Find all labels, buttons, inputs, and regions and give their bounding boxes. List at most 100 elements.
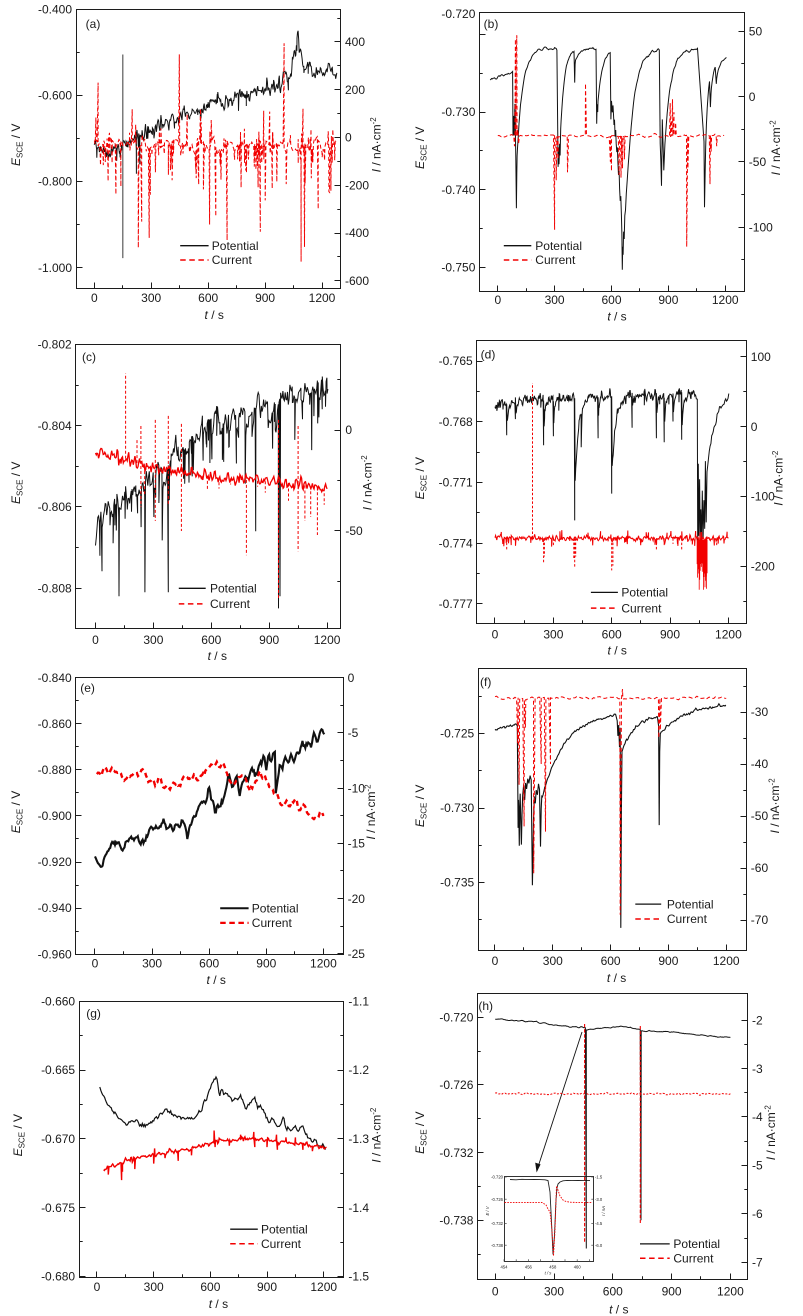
svg-text:I / nA·cm-2: I / nA·cm-2	[369, 1107, 384, 1163]
svg-text:(a): (a)	[86, 17, 101, 31]
svg-text:600: 600	[201, 633, 221, 647]
svg-text:0: 0	[92, 633, 99, 647]
svg-text:t / s: t / s	[207, 973, 226, 987]
svg-text:(b): (b)	[484, 17, 499, 31]
svg-text:-0.840: -0.840	[38, 671, 72, 685]
svg-text:t / s: t / s	[607, 971, 626, 985]
svg-text:-600: -600	[345, 274, 369, 288]
svg-text:t / s: t / s	[208, 649, 227, 663]
svg-text:0: 0	[494, 293, 501, 307]
svg-text:-0.675: -0.675	[41, 1201, 75, 1215]
svg-text:ESCE / V: ESCE / V	[9, 791, 25, 833]
svg-text:I / nA·cm-2: I / nA·cm-2	[771, 450, 786, 506]
svg-text:50: 50	[749, 25, 763, 39]
svg-text:0: 0	[492, 628, 499, 642]
svg-text:I / nA·cm-2: I / nA·cm-2	[369, 117, 384, 173]
svg-text:-0.680: -0.680	[41, 1270, 75, 1284]
svg-text:300: 300	[143, 633, 163, 647]
svg-text:-0.730: -0.730	[441, 105, 475, 119]
svg-text:I / nA·cm-2: I / nA·cm-2	[360, 455, 375, 511]
svg-text:t / s: t / s	[545, 1271, 553, 1276]
svg-text:-1.5: -1.5	[595, 1175, 603, 1180]
svg-text:-200: -200	[751, 560, 775, 574]
svg-text:-1.4: -1.4	[348, 1201, 369, 1215]
svg-text:ESCE / V: ESCE / V	[9, 462, 25, 504]
svg-text:600: 600	[199, 957, 219, 971]
svg-text:-7: -7	[752, 1255, 763, 1269]
svg-text:ESCE / V: ESCE / V	[413, 457, 429, 499]
svg-text:-60: -60	[751, 861, 769, 875]
svg-text:-0.730: -0.730	[440, 801, 474, 815]
svg-text:0: 0	[94, 1280, 101, 1294]
svg-text:0: 0	[91, 291, 98, 305]
svg-text:Potential: Potential	[252, 902, 299, 916]
svg-text:-0.860: -0.860	[38, 717, 72, 731]
svg-text:-40: -40	[751, 757, 769, 771]
svg-text:t / s: t / s	[209, 1297, 228, 1311]
svg-text:458: 458	[549, 1265, 557, 1270]
svg-text:-0.920: -0.920	[38, 855, 72, 869]
svg-text:600: 600	[603, 1284, 623, 1298]
svg-text:0: 0	[492, 954, 499, 968]
svg-text:600: 600	[601, 954, 621, 968]
svg-text:t / s: t / s	[608, 644, 627, 658]
svg-text:-0.768: -0.768	[439, 415, 473, 429]
svg-text:-0.720: -0.720	[491, 1175, 504, 1180]
svg-text:600: 600	[198, 291, 218, 305]
svg-text:-0.800: -0.800	[38, 175, 72, 189]
svg-text:300: 300	[544, 1284, 564, 1298]
svg-text:454: 454	[501, 1265, 509, 1270]
svg-text:Current: Current	[621, 601, 662, 615]
svg-text:-1.1: -1.1	[348, 994, 369, 1008]
svg-text:900: 900	[256, 957, 276, 971]
svg-text:-1.3: -1.3	[348, 1132, 369, 1146]
svg-text:-0.735: -0.735	[440, 876, 474, 890]
svg-text:Current: Current	[673, 1252, 714, 1266]
svg-text:-100: -100	[751, 490, 775, 504]
svg-text:-0.750: -0.750	[441, 261, 475, 275]
svg-text:-0.806: -0.806	[38, 500, 72, 514]
svg-text:-0.900: -0.900	[38, 809, 72, 823]
svg-text:-0.670: -0.670	[41, 1132, 75, 1146]
svg-text:I / nA·cm-2: I / nA·cm-2	[769, 120, 784, 176]
svg-text:t / s: t / s	[609, 1303, 628, 1316]
svg-text:ESCE / V: ESCE / V	[9, 124, 25, 166]
svg-text:-10: -10	[348, 781, 366, 795]
svg-text:-25: -25	[348, 947, 366, 961]
svg-text:1200: 1200	[309, 291, 336, 305]
svg-text:300: 300	[141, 291, 161, 305]
svg-text:600: 600	[200, 1280, 220, 1294]
svg-text:Potential: Potential	[212, 239, 259, 253]
svg-text:300: 300	[545, 293, 565, 307]
svg-text:Potential: Potential	[673, 1237, 720, 1251]
svg-text:-0.732: -0.732	[439, 1146, 473, 1160]
svg-text:100: 100	[751, 350, 771, 364]
svg-text:Potential: Potential	[535, 239, 582, 253]
svg-text:0: 0	[92, 957, 99, 971]
svg-text:-1.000: -1.000	[38, 261, 72, 275]
svg-text:-50: -50	[751, 809, 769, 823]
svg-text:0: 0	[751, 420, 758, 434]
svg-text:ESCE / V: ESCE / V	[11, 1114, 27, 1156]
svg-text:-70: -70	[751, 913, 769, 927]
svg-text:(h): (h)	[478, 999, 493, 1013]
svg-text:-0.665: -0.665	[41, 1063, 75, 1077]
svg-text:-0.771: -0.771	[439, 476, 473, 490]
svg-text:-0.740: -0.740	[441, 183, 475, 197]
svg-text:ESCE / V: ESCE / V	[413, 1111, 429, 1153]
svg-text:-3.0: -3.0	[595, 1197, 603, 1202]
svg-text:-0.725: -0.725	[440, 727, 474, 741]
svg-text:-1.5: -1.5	[348, 1270, 369, 1284]
svg-text:Current: Current	[667, 912, 708, 926]
svg-text:(f): (f)	[480, 675, 491, 689]
svg-text:-100: -100	[749, 220, 773, 234]
svg-text:-200: -200	[345, 179, 369, 193]
svg-text:460: 460	[574, 1265, 582, 1270]
svg-text:t / s: t / s	[205, 308, 224, 322]
svg-text:Current: Current	[210, 597, 251, 611]
svg-text:-0.804: -0.804	[38, 419, 72, 433]
svg-text:-50: -50	[749, 155, 767, 169]
svg-text:900: 900	[658, 293, 678, 307]
svg-text:-0.732: -0.732	[491, 1221, 504, 1226]
svg-text:-6.0: -6.0	[595, 1243, 603, 1248]
